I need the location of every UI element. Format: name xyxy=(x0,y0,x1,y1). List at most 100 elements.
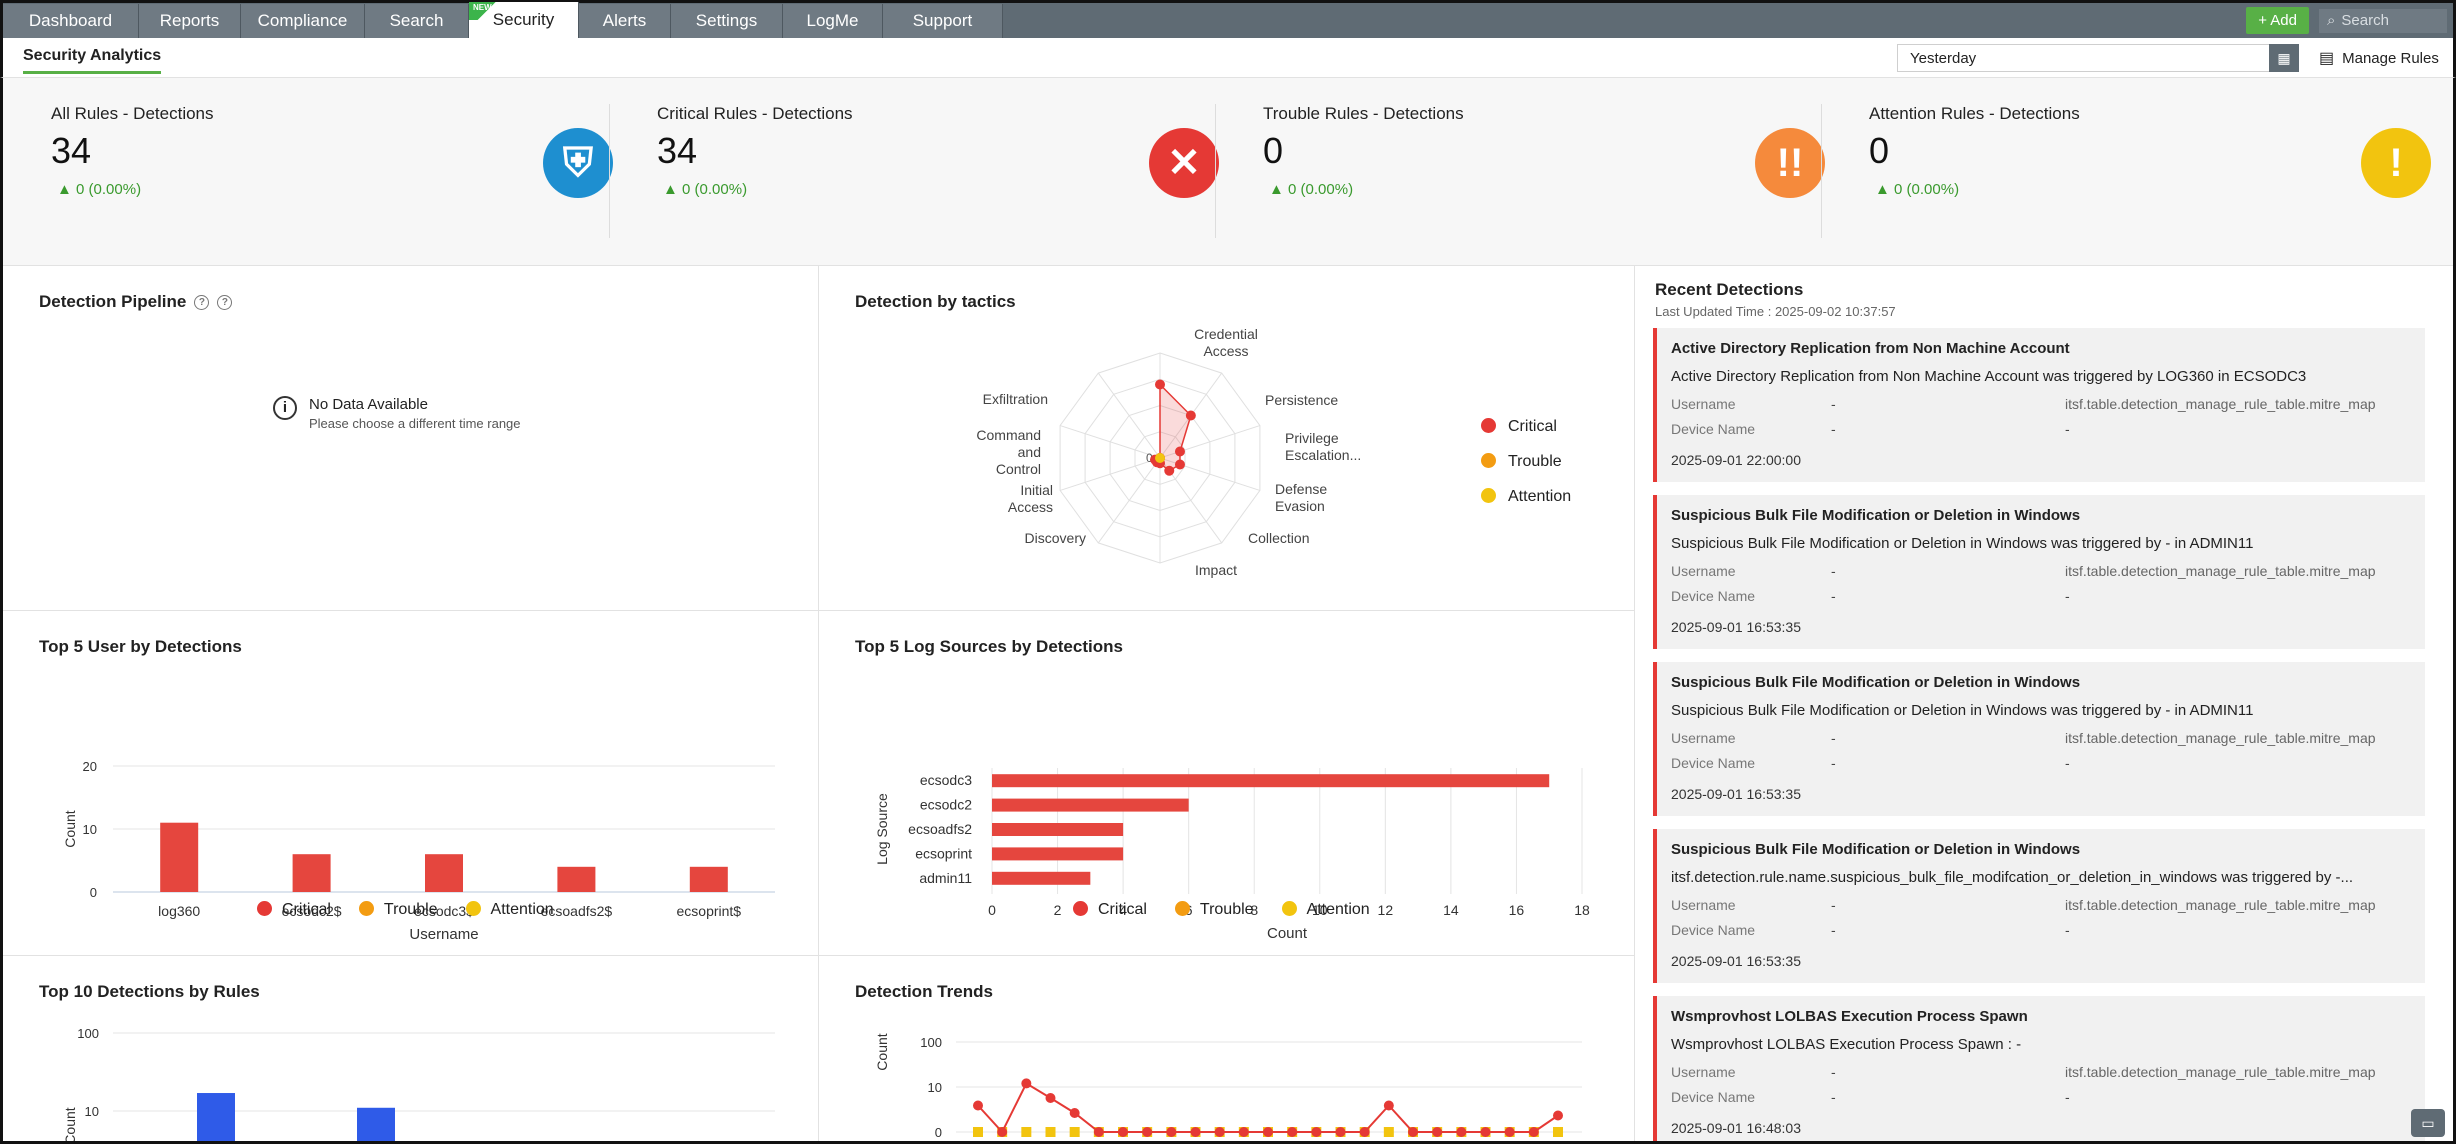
tab-security[interactable]: NEW Security xyxy=(469,2,579,38)
radar-point[interactable] xyxy=(1164,465,1175,476)
trend-point-critical[interactable] xyxy=(1553,1110,1563,1121)
legend-item-attention[interactable]: Attention xyxy=(1481,488,1571,506)
trend-point-critical[interactable] xyxy=(1408,1127,1418,1137)
radar-point-attention[interactable] xyxy=(1155,453,1165,463)
global-search[interactable]: ⌕ Search xyxy=(2319,8,2447,33)
detection-title[interactable]: Suspicious Bulk File Modification or Del… xyxy=(1671,507,2081,524)
legend-item-critical[interactable]: Critical xyxy=(1073,901,1147,919)
bar[interactable] xyxy=(689,866,728,892)
detection-title[interactable]: Active Directory Replication from Non Ma… xyxy=(1671,340,2070,357)
trend-point-attention[interactable] xyxy=(1021,1127,1032,1137)
bar[interactable] xyxy=(992,823,1124,836)
trend-point-attention[interactable] xyxy=(973,1127,983,1137)
trend-point-attention[interactable] xyxy=(1045,1127,1056,1137)
detection-title[interactable]: Wsmprovhost LOLBAS Execution Process Spa… xyxy=(1671,1008,2028,1025)
trend-point-critical[interactable] xyxy=(1311,1127,1322,1137)
add-button[interactable]: + Add xyxy=(2246,7,2309,34)
trend-point-attention[interactable] xyxy=(1553,1127,1563,1137)
calendar-icon[interactable]: ▦ xyxy=(2269,44,2299,72)
trend-point-critical[interactable] xyxy=(1021,1078,1032,1089)
detection-card[interactable]: Suspicious Bulk File Modification or Del… xyxy=(1653,495,2425,649)
radar-point[interactable] xyxy=(1174,459,1185,470)
trend-point-critical[interactable] xyxy=(1093,1127,1104,1137)
y-tick-label: 100 xyxy=(920,1035,942,1050)
bar[interactable] xyxy=(557,866,596,892)
detection-title[interactable]: Suspicious Bulk File Modification or Del… xyxy=(1671,674,2081,691)
kpi-card[interactable]: All Rules - Detections 34 ▲ 0 (0.00%) ⛨ xyxy=(3,78,613,266)
tab-settings[interactable]: Settings xyxy=(671,4,783,38)
trend-point-critical[interactable] xyxy=(1190,1127,1201,1137)
trend-point-critical[interactable] xyxy=(997,1127,1008,1137)
bar[interactable] xyxy=(992,798,1189,812)
tab-logme[interactable]: LogMe xyxy=(783,4,883,38)
manage-rules-button[interactable]: ▤ Manage Rules xyxy=(2319,48,2439,68)
trend-point-critical[interactable] xyxy=(1238,1127,1249,1137)
bar[interactable] xyxy=(992,847,1124,861)
bar[interactable] xyxy=(357,1107,395,1141)
bar[interactable] xyxy=(425,854,463,892)
kpi-card[interactable]: Trouble Rules - Detections 0 ▲ 0 (0.00%)!! xyxy=(1215,78,1825,266)
top-sources-title: Top 5 Log Sources by Detections xyxy=(855,637,1123,656)
detection-card[interactable]: Active Directory Replication from Non Ma… xyxy=(1653,328,2425,482)
tab-search[interactable]: Search xyxy=(365,4,469,38)
trend-point-critical[interactable] xyxy=(1359,1127,1370,1137)
detection-card[interactable]: Suspicious Bulk File Modification or Del… xyxy=(1653,662,2425,816)
trend-point-critical[interactable] xyxy=(1045,1093,1056,1103)
bar[interactable] xyxy=(992,871,1091,885)
no-data-message: i No Data Available Please choose a diff… xyxy=(273,396,521,431)
help-icon[interactable]: ? xyxy=(194,295,210,311)
tab-compliance[interactable]: Compliance xyxy=(241,4,365,38)
bar[interactable] xyxy=(992,774,1550,788)
trend-point-critical[interactable] xyxy=(1287,1127,1298,1137)
detection-title[interactable]: Suspicious Bulk File Modification or Del… xyxy=(1671,841,2081,858)
trend-point-critical[interactable] xyxy=(1504,1127,1515,1137)
legend-item-trouble[interactable]: Trouble xyxy=(358,901,438,919)
x-tick-label: 18 xyxy=(1574,902,1590,918)
trend-point-attention[interactable] xyxy=(1069,1127,1080,1137)
tactics-title: Detection by tactics xyxy=(855,292,1016,311)
trend-point-critical[interactable] xyxy=(1383,1100,1394,1111)
tab-alerts[interactable]: Alerts xyxy=(579,4,671,38)
trend-point-critical[interactable] xyxy=(1142,1127,1153,1137)
tab-security-analytics[interactable]: Security Analytics xyxy=(23,47,162,74)
trend-point-critical[interactable] xyxy=(1432,1127,1443,1137)
trend-point-critical[interactable] xyxy=(1069,1108,1080,1118)
tab-dashboard[interactable]: Dashboard xyxy=(3,4,139,38)
legend-item-trouble[interactable]: Trouble xyxy=(1174,901,1254,919)
legend-item-critical[interactable]: Critical xyxy=(1481,418,1571,436)
kpi-card[interactable]: Critical Rules - Detections 34 ▲ 0 (0.00%)… xyxy=(609,78,1219,266)
radar-point[interactable] xyxy=(1185,410,1196,421)
trend-point-critical[interactable] xyxy=(1456,1127,1467,1137)
help-icon[interactable]: ? xyxy=(217,295,233,311)
bar[interactable] xyxy=(197,1093,235,1141)
bar[interactable] xyxy=(292,854,331,892)
trend-point-critical[interactable] xyxy=(973,1100,983,1111)
trend-point-critical[interactable] xyxy=(1528,1127,1539,1137)
detection-card[interactable]: Wsmprovhost LOLBAS Execution Process Spa… xyxy=(1653,996,2425,1141)
trend-point-critical[interactable] xyxy=(1480,1127,1491,1137)
radar-point[interactable] xyxy=(1174,446,1185,457)
tab-reports[interactable]: Reports xyxy=(139,4,241,38)
trend-point-critical[interactable] xyxy=(1214,1127,1225,1137)
trend-point-critical[interactable] xyxy=(1263,1127,1273,1137)
trend-point-attention[interactable] xyxy=(1383,1127,1394,1137)
detection-description: Wsmprovhost LOLBAS Execution Process Spa… xyxy=(1671,1036,2022,1053)
legend-label: Trouble xyxy=(1508,453,1562,470)
bar[interactable] xyxy=(160,822,199,892)
legend-item-attention[interactable]: Attention xyxy=(1281,901,1370,919)
legend-label: Critical xyxy=(1098,901,1147,918)
trend-point-critical[interactable] xyxy=(1118,1127,1128,1137)
chat-icon[interactable]: ▭ xyxy=(2411,1109,2445,1137)
y-tick-label: 0 xyxy=(935,1125,942,1140)
top-users-panel: Top 5 User by Detections 0 10 20 log360 ecso… xyxy=(3,611,819,956)
tab-support[interactable]: Support xyxy=(883,4,1003,38)
date-range-select[interactable]: Yesterday xyxy=(1897,44,2277,72)
legend-item-attention[interactable]: Attention xyxy=(465,901,554,919)
radar-point[interactable] xyxy=(1155,379,1165,390)
legend-item-critical[interactable]: Critical xyxy=(257,901,331,919)
kpi-card[interactable]: Attention Rules - Detections 0 ▲ 0 (0.00%)… xyxy=(1821,78,2431,266)
legend-item-trouble[interactable]: Trouble xyxy=(1481,453,1571,471)
trend-point-critical[interactable] xyxy=(1166,1127,1177,1137)
trend-point-critical[interactable] xyxy=(1335,1127,1346,1137)
detection-card[interactable]: Suspicious Bulk File Modification or Del… xyxy=(1653,829,2425,983)
